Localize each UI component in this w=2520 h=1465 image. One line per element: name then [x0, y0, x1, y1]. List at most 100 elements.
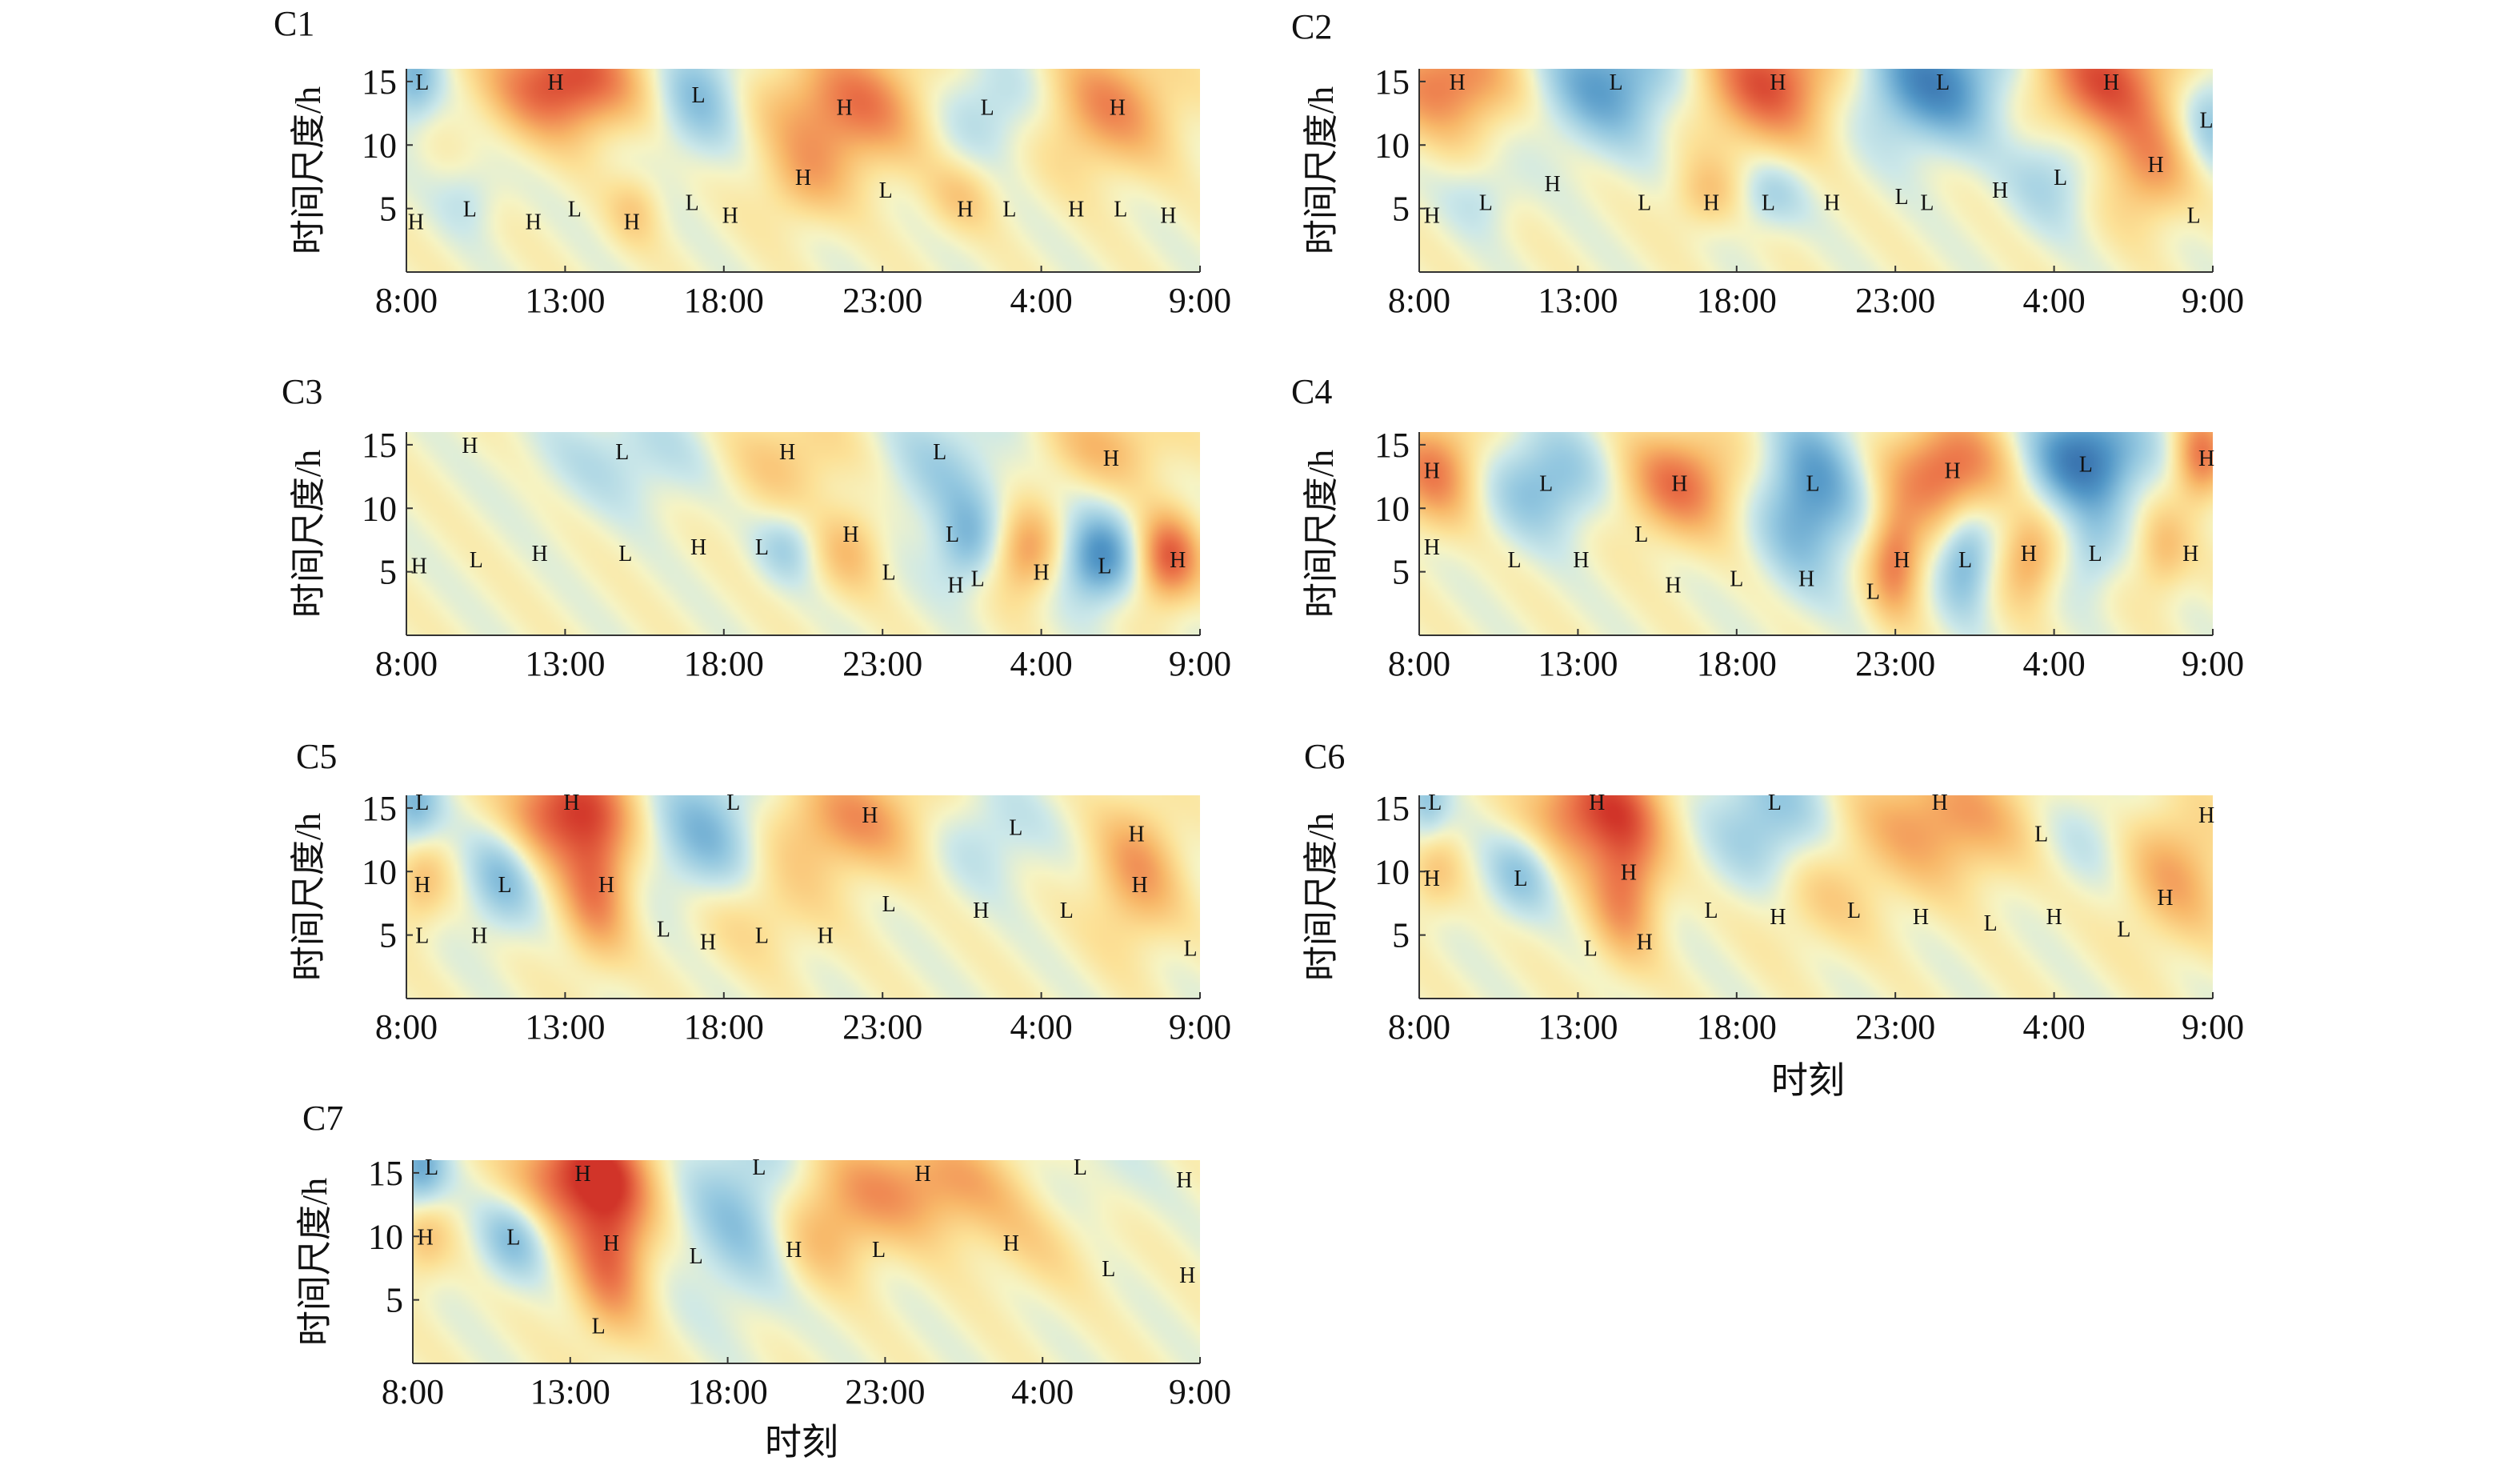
low-marker: L — [981, 96, 994, 121]
low-marker: L — [568, 198, 582, 222]
x-tick-label: 23:00 — [1855, 644, 1935, 683]
low-marker: L — [872, 1238, 886, 1263]
high-marker: H — [862, 803, 878, 828]
y-tick-label: 10 — [1374, 126, 1410, 165]
y-tick-label: 15 — [1374, 426, 1410, 465]
high-marker: H — [2021, 542, 2037, 566]
y-tick-label: 15 — [362, 426, 397, 465]
low-marker: L — [752, 1155, 766, 1180]
high-marker: H — [2198, 803, 2214, 828]
x-tick-label: 4:00 — [1010, 644, 1072, 683]
y-tick-label: 5 — [379, 553, 397, 592]
panel-C2: C2 8:00 13:00 18:00 23:00 4:00 9:00 5 10 15 时间尺度/h… — [1291, 7, 2244, 320]
low-marker: L — [1428, 791, 1442, 815]
high-marker: H — [1992, 178, 2008, 203]
high-marker: H — [1424, 459, 1440, 484]
high-marker: H — [414, 873, 430, 898]
x-tick-label: 9:00 — [2182, 281, 2244, 320]
high-marker: H — [1424, 204, 1440, 229]
low-marker: L — [1514, 867, 1527, 891]
y-tick-label: 5 — [379, 190, 397, 229]
high-marker: H — [526, 210, 542, 235]
x-tick-label: 8:00 — [375, 1007, 438, 1047]
low-marker: L — [1705, 899, 1718, 923]
high-marker: H — [2182, 542, 2198, 566]
y-tick-label: 5 — [386, 1281, 403, 1320]
low-marker: L — [1184, 937, 1198, 962]
x-tick-label: 9:00 — [1169, 1372, 1231, 1411]
x-tick-label: 8:00 — [1388, 281, 1450, 320]
panel-label: C1 — [274, 4, 314, 43]
x-tick-label: 9:00 — [2182, 1007, 2244, 1047]
high-marker: H — [624, 210, 640, 235]
y-tick-label: 10 — [362, 126, 397, 165]
x-tick-label: 13:00 — [1538, 644, 1618, 683]
high-marker: H — [1824, 191, 1840, 216]
high-marker: H — [574, 1162, 590, 1187]
high-marker: H — [1798, 567, 1814, 592]
low-marker: L — [1730, 567, 1743, 592]
low-marker: L — [933, 440, 946, 465]
low-marker: L — [2187, 204, 2201, 229]
x-tick-label: 8:00 — [382, 1372, 444, 1411]
panel-C3: C3 8:00 13:00 18:00 23:00 4:00 9:00 5 10 15 时间尺度/h… — [282, 372, 1231, 683]
low-marker: L — [2089, 542, 2102, 566]
x-tick-label: 4:00 — [2022, 281, 2085, 320]
low-marker: L — [506, 1225, 520, 1250]
panel-C1: C1 8:00 13:00 18:00 23:00 4:00 9:00 5 10 15 时间尺度/h… — [274, 4, 1231, 320]
high-marker: H — [1573, 548, 1589, 573]
high-marker: H — [1110, 96, 1126, 121]
panel-C6: C6 8:00 13:00 18:00 23:00 4:00 9:00 5 10 15 时间尺度/h… — [1302, 737, 2244, 1101]
low-marker: L — [755, 535, 769, 560]
x-tick-label: 13:00 — [1538, 1007, 1618, 1047]
x-tick-label: 18:00 — [684, 1007, 764, 1047]
high-marker: H — [1068, 198, 1084, 222]
y-tick-label: 15 — [368, 1154, 403, 1193]
high-marker: H — [1621, 860, 1637, 885]
panel-label: C2 — [1291, 7, 1332, 46]
high-marker: H — [1129, 823, 1145, 847]
low-marker: L — [618, 542, 632, 566]
high-marker: H — [947, 574, 963, 598]
high-marker: H — [532, 542, 548, 566]
low-marker: L — [415, 924, 429, 949]
x-tick-label: 8:00 — [1388, 644, 1450, 683]
low-marker: L — [1074, 1155, 1087, 1180]
x-tick-label: 8:00 — [375, 644, 438, 683]
x-tick-label: 18:00 — [684, 281, 764, 320]
panel-label: C6 — [1304, 737, 1345, 776]
heatmap-field — [413, 1160, 1200, 1363]
heatmap-field — [1419, 795, 2213, 999]
high-marker: H — [915, 1162, 931, 1187]
x-tick-label: 4:00 — [2022, 1007, 2085, 1047]
high-marker: H — [722, 204, 738, 229]
low-marker: L — [463, 198, 477, 222]
x-tick-label: 23:00 — [1855, 1007, 1935, 1047]
high-marker: H — [471, 924, 487, 949]
high-marker: H — [700, 931, 716, 955]
low-marker: L — [2117, 918, 2130, 943]
high-marker: H — [2103, 70, 2119, 95]
high-marker: H — [690, 535, 706, 560]
high-marker: H — [603, 1231, 619, 1256]
high-marker: H — [411, 554, 427, 579]
x-tick-label: 23:00 — [842, 644, 922, 683]
x-tick-label: 23:00 — [842, 1007, 922, 1047]
x-tick-label: 9:00 — [1169, 644, 1231, 683]
x-tick-label: 23:00 — [842, 281, 922, 320]
low-marker: L — [882, 892, 896, 917]
low-marker: L — [1920, 191, 1934, 216]
y-tick-label: 15 — [362, 789, 397, 828]
low-marker: L — [879, 178, 893, 203]
high-marker: H — [547, 70, 563, 95]
x-tick-label: 13:00 — [525, 1007, 605, 1047]
high-marker: H — [1033, 561, 1049, 586]
high-marker: H — [818, 924, 834, 949]
high-marker: H — [957, 198, 973, 222]
low-marker: L — [498, 873, 511, 898]
x-tick-label: 18:00 — [684, 644, 764, 683]
low-marker: L — [1002, 198, 1016, 222]
high-marker: H — [1003, 1231, 1019, 1256]
y-tick-label: 5 — [379, 916, 397, 955]
